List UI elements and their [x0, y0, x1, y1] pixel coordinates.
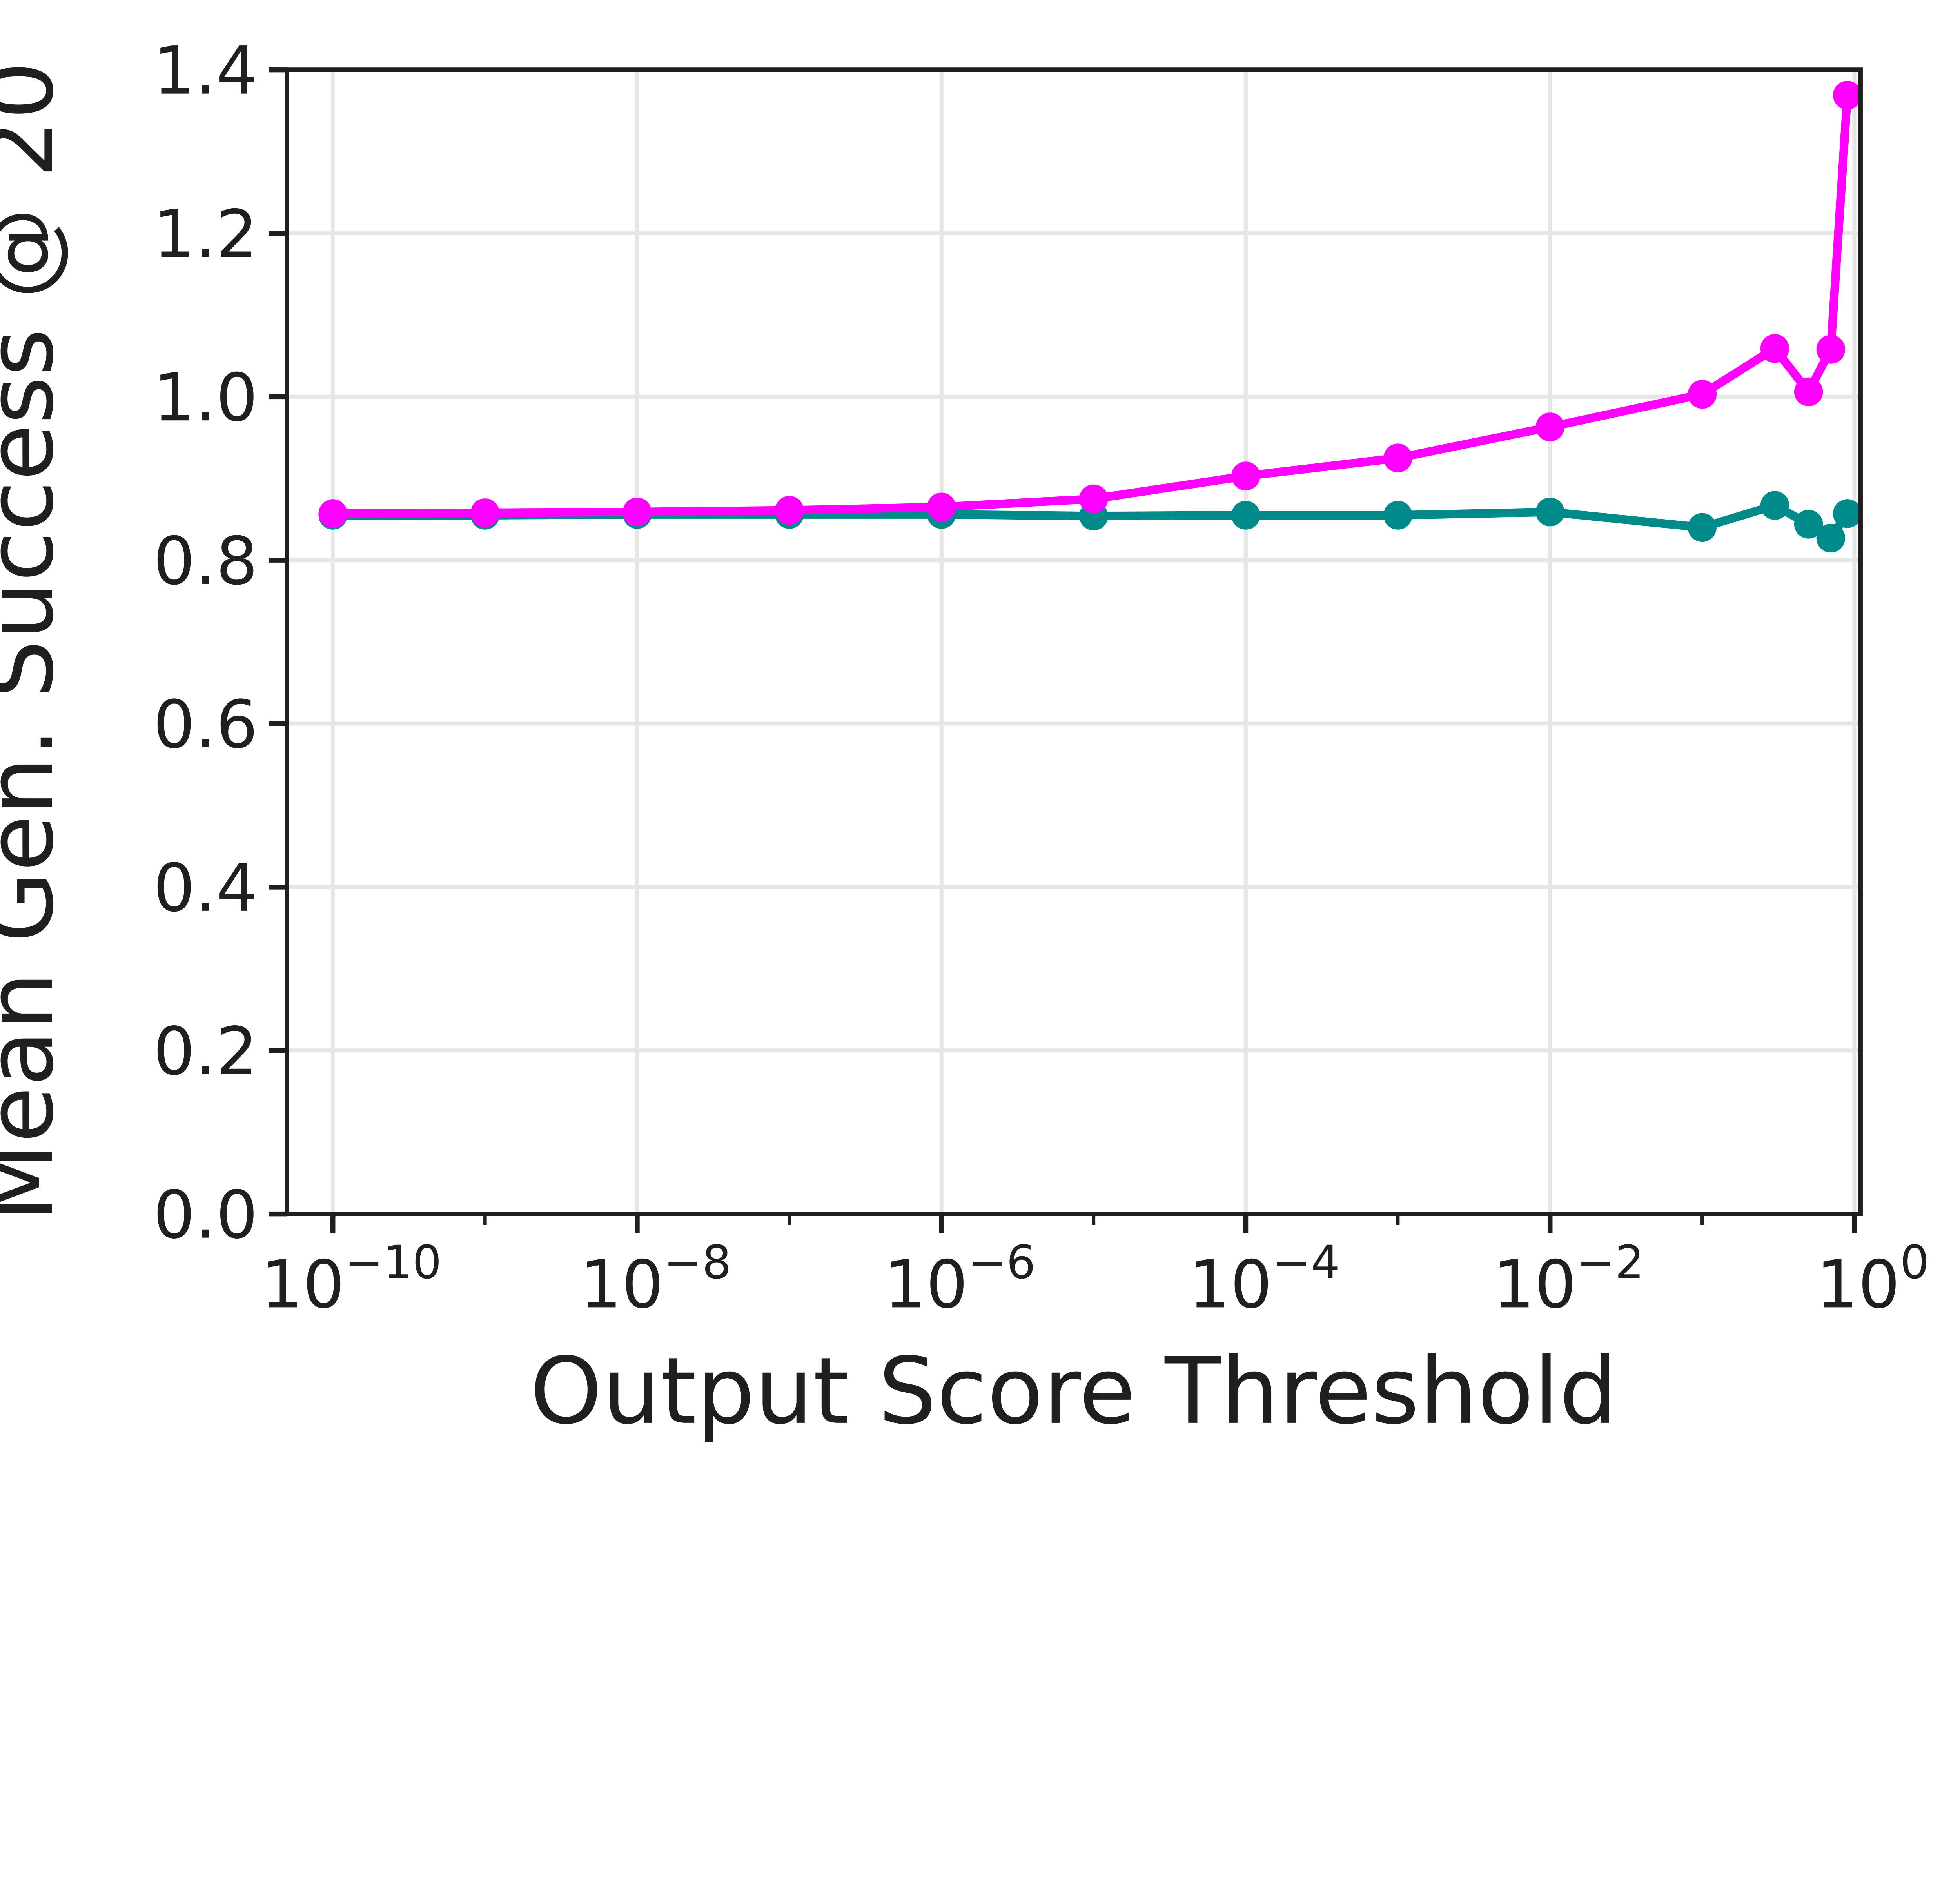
- y-axis-label: Mean Gen. Success @ 20: [0, 61, 74, 1222]
- x-gridlines: [331, 70, 1857, 1214]
- magenta-series-marker: [1383, 443, 1412, 472]
- x-tick-label: 10−10: [261, 1235, 442, 1323]
- teal-series-marker: [1383, 501, 1412, 530]
- y-gridlines: [287, 231, 1861, 1053]
- magenta-series-marker: [927, 492, 956, 521]
- teal-series-marker: [1794, 510, 1823, 539]
- x-tick-label: 10−8: [580, 1235, 731, 1323]
- y-tick-label: 0.8: [153, 523, 258, 599]
- teal-series-marker: [1833, 499, 1862, 528]
- magenta-series-marker: [1760, 334, 1789, 363]
- teal-series-marker: [1535, 497, 1564, 527]
- y-axis-ticks: [269, 67, 287, 1217]
- magenta-series-marker: [622, 497, 652, 527]
- x-tick-label: 10−2: [1493, 1235, 1644, 1323]
- y-tick-label: 0.4: [153, 850, 258, 926]
- magenta-series-marker: [1833, 81, 1862, 110]
- magenta-line: [318, 81, 1862, 528]
- y-tick-label: 1.4: [153, 33, 258, 109]
- y-tick-label: 1.2: [153, 196, 258, 272]
- x-tick-label: 10−4: [1189, 1235, 1340, 1323]
- y-tick-label: 0.0: [153, 1177, 258, 1253]
- teal-series-marker: [1688, 513, 1717, 542]
- teal-series-marker: [1816, 523, 1846, 553]
- x-axis-label: Output Score Threshold: [530, 1338, 1617, 1445]
- magenta-series-marker: [1794, 377, 1823, 407]
- magenta-series-marker: [1535, 412, 1564, 441]
- x-axis-ticks: [330, 1214, 1857, 1233]
- y-tick-labels: 0.0 0.2 0.4 0.6 0.8 1.0 1.2 1.4: [153, 33, 258, 1253]
- x-tick-label: 10−6: [884, 1235, 1035, 1323]
- axes-spines: [285, 67, 1863, 1216]
- magenta-series-marker: [1231, 461, 1260, 490]
- y-tick-label: 0.6: [153, 686, 258, 763]
- magenta-series-path: [328, 91, 1852, 518]
- teal-series-marker: [1231, 501, 1260, 530]
- magenta-series-marker: [1079, 484, 1108, 514]
- x-tick-labels: 10−10 10−8 10−6 10−4 10−2 100: [261, 1235, 1929, 1323]
- teal-series-marker: [1760, 491, 1789, 520]
- magenta-series-marker: [470, 498, 500, 527]
- x-tick-label: 100: [1816, 1235, 1929, 1323]
- magenta-series-marker: [1688, 380, 1717, 409]
- y-tick-label: 1.0: [153, 359, 258, 436]
- plot-frame: [285, 67, 1863, 1216]
- line-chart: 10−10 10−8 10−6 10−4 10−2 100 0.0 0.2 0.4 0.6 0.8…: [0, 32, 1929, 1445]
- magenta-series-marker: [775, 496, 804, 525]
- magenta-series-marker: [1816, 335, 1846, 364]
- y-tick-label: 0.2: [153, 1013, 258, 1090]
- chart-figure: 10−10 10−8 10−6 10−4 10−2 100 0.0 0.2 0.4 0.6 0.8…: [0, 32, 1929, 1445]
- magenta-series-marker: [318, 499, 347, 528]
